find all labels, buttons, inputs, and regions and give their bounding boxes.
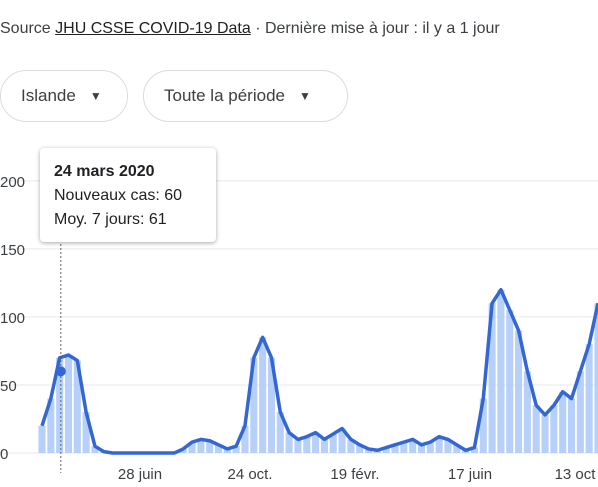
daily-cases-bar [515, 330, 523, 453]
chart-tooltip: 24 mars 2020 Nouveaux cas: 60 Moy. 7 jou… [40, 148, 216, 242]
daily-cases-bar [532, 405, 540, 453]
daily-cases-bar [179, 448, 187, 453]
daily-cases-bar [347, 439, 355, 453]
x-tick-label: 28 juin [118, 466, 162, 483]
daily-cases-bar [453, 444, 461, 453]
dropdown-arrow-icon: ▼ [89, 89, 102, 103]
daily-cases-bar [56, 357, 64, 453]
country-dropdown[interactable]: Islande ▼ [0, 70, 128, 122]
daily-cases-bar [38, 425, 46, 453]
daily-cases-bar [223, 448, 231, 453]
daily-cases-bar [594, 303, 598, 453]
daily-cases-bar [559, 391, 567, 453]
hover-point-marker [55, 366, 66, 377]
daily-cases-bar [576, 371, 584, 453]
source-line: Source JHU CSSE COVID-19 Data · Dernière… [0, 20, 500, 38]
daily-cases-bar [550, 405, 558, 453]
tooltip-average: Moy. 7 jours: 61 [54, 211, 167, 228]
country-dropdown-label: Islande [21, 86, 76, 105]
daily-cases-bar [435, 436, 443, 453]
daily-cases-bar [382, 447, 390, 453]
source-prefix: Source [0, 20, 56, 37]
daily-cases-bar [312, 432, 320, 453]
x-tick-label: 17 juin [448, 466, 492, 483]
seven-day-average-line [40, 287, 598, 455]
x-tick-label: 13 oct [555, 466, 597, 483]
daily-cases-bar [320, 439, 328, 453]
daily-cases-bar [206, 440, 214, 453]
dropdown-arrow-icon: ▼ [298, 89, 311, 103]
daily-cases-bar [73, 360, 81, 453]
cases-chart[interactable]: 0 50 100 150 200 28 juin 24 oct. 19 févr. 17 jui… [0, 140, 598, 487]
daily-cases-bar [82, 412, 90, 453]
daily-cases-bar [567, 398, 576, 453]
daily-cases-bar [294, 439, 302, 453]
daily-cases-bar [470, 447, 478, 453]
daily-cases-bar [585, 344, 593, 453]
tooltip-date: 24 mars 2020 [54, 163, 155, 180]
period-dropdown-label: Toute la période [164, 86, 285, 105]
daily-cases-bar [444, 439, 452, 453]
daily-cases-bar [259, 337, 267, 453]
daily-cases-bar [417, 444, 426, 453]
daily-cases-bar [276, 412, 284, 453]
y-tick-label: 200 [0, 174, 25, 191]
daily-cases-bar [64, 355, 73, 453]
daily-cases-bar [365, 448, 373, 453]
daily-cases-bar [356, 444, 364, 453]
y-tick-label: 100 [0, 310, 25, 327]
x-tick-label: 19 févr. [330, 466, 379, 483]
daily-cases-bar [232, 446, 240, 453]
daily-cases-bar [214, 444, 223, 453]
source-link[interactable]: JHU CSSE COVID-19 Data [55, 20, 251, 37]
daily-cases-bar [479, 398, 487, 453]
daily-cases-bar [197, 439, 205, 453]
daily-cases-bar [400, 442, 408, 453]
daily-cases-bar [409, 439, 417, 453]
daily-cases-bar [241, 425, 249, 453]
daily-cases-bar [329, 433, 337, 453]
daily-cases-bar [267, 357, 275, 453]
daily-cases-bar [285, 432, 293, 453]
daily-cases-bar [391, 444, 399, 453]
daily-cases-bar [523, 371, 531, 453]
daily-cases-bar [338, 428, 346, 453]
tooltip-new-cases: Nouveaux cas: 60 [54, 187, 183, 204]
x-tick-label: 24 oct. [227, 466, 272, 483]
y-tick-label: 150 [0, 242, 25, 259]
daily-cases-bar [250, 357, 258, 453]
daily-cases-bar [541, 414, 549, 453]
daily-cases-bar [303, 436, 311, 453]
daily-cases-bar [506, 310, 514, 453]
y-tick-label: 50 [0, 378, 17, 395]
daily-cases-bar [426, 442, 434, 453]
daily-cases-bar [497, 289, 505, 453]
period-dropdown[interactable]: Toute la période ▼ [143, 70, 348, 122]
daily-cases-bar [91, 446, 99, 453]
daily-cases-bar [47, 398, 55, 453]
source-update-text: · Dernière mise à jour : il y a 1 jour [250, 20, 500, 37]
y-tick-label: 0 [0, 446, 8, 463]
daily-cases-bar [488, 303, 496, 453]
daily-cases-bar [188, 442, 196, 453]
